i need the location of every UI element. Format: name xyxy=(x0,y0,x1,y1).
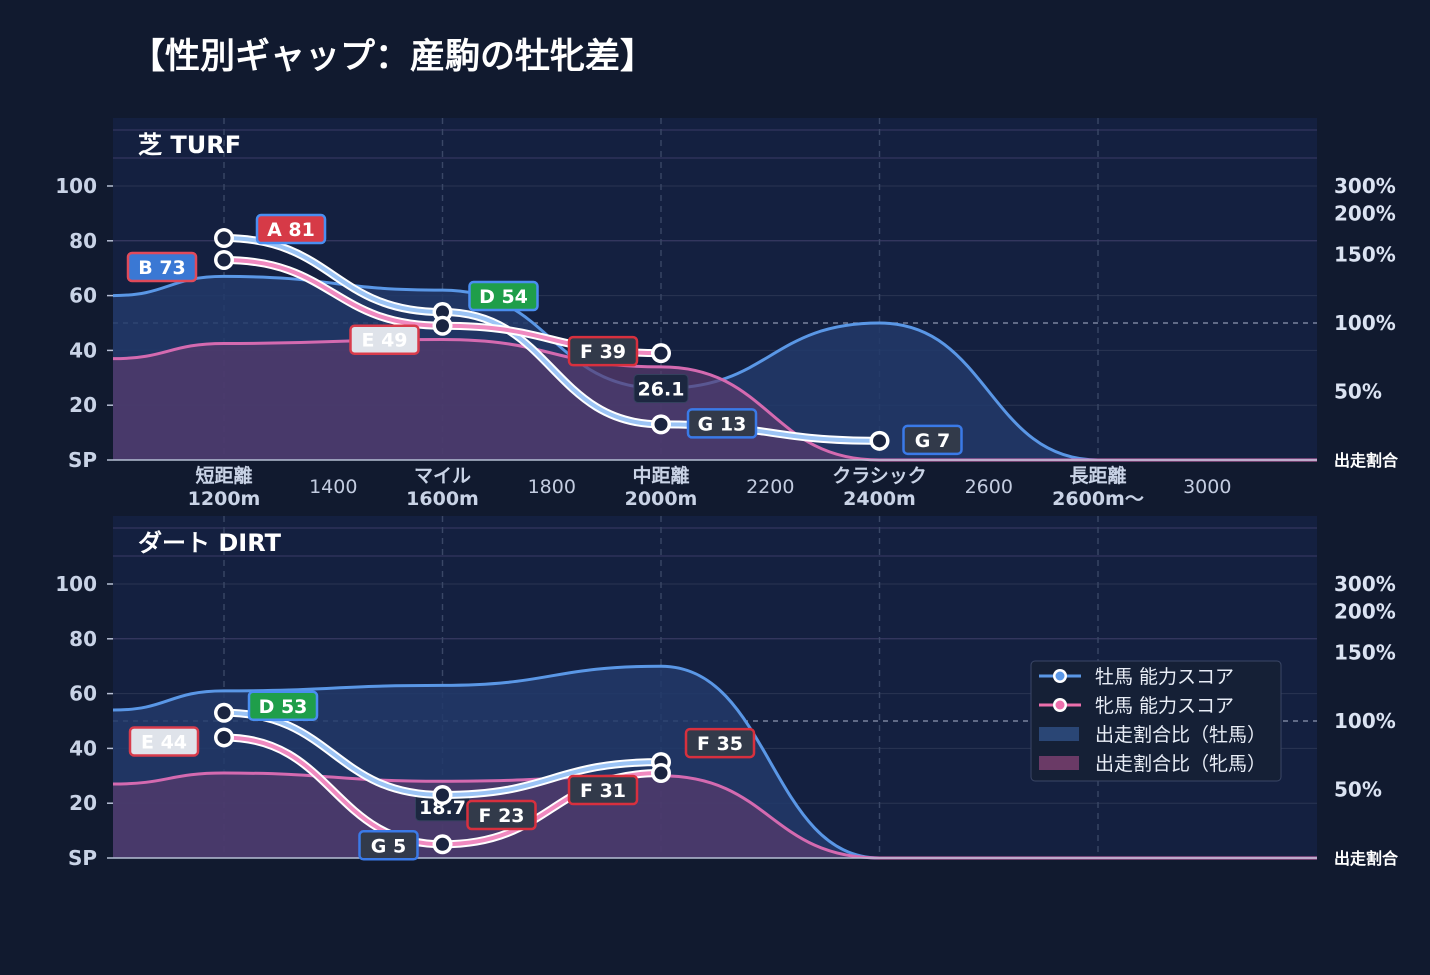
y2-tick-label: 出走割合 xyxy=(1334,849,1399,868)
y-tick-label: 80 xyxy=(69,229,97,253)
grade-badge xyxy=(349,324,420,355)
x-tick-label: 1800 xyxy=(528,476,576,498)
chart-title: 【性別ギャップ：産駒の牡牝差】 xyxy=(130,37,655,77)
value-annotation: 26.1 xyxy=(638,378,685,400)
value-annotation: 18.7 xyxy=(419,797,466,819)
grade-badge xyxy=(466,799,537,831)
x-tick-label: 1600m xyxy=(406,488,479,510)
grade-badge-label: F 35 xyxy=(697,733,743,755)
legend-area-swatch xyxy=(1039,756,1079,770)
data-point-inner xyxy=(436,305,449,319)
grade-badge xyxy=(128,726,200,757)
chart-panel-dirt: SP 20 40 60 80 100 出走割合 50% 100% 150% 200% 300% ダート … xyxy=(55,516,1399,870)
y2-tick-label: 300% xyxy=(1334,572,1396,596)
y-tick-label: 40 xyxy=(69,338,97,362)
ratio-area-female xyxy=(113,339,1317,460)
grade-badge xyxy=(686,408,758,439)
chart-panel-turf: SP 20 40 60 80 100 出走割合 50% 100% 150% 200% 300% 芝 TU… xyxy=(55,118,1399,510)
legend-marker-inner xyxy=(1055,700,1065,710)
legend-marker-inner xyxy=(1055,671,1065,681)
data-point-inner xyxy=(436,788,449,802)
legend-area-swatch xyxy=(1039,727,1079,741)
y-tick-label: 80 xyxy=(69,627,97,651)
panel-title: 芝 TURF xyxy=(138,131,241,159)
grade-badge xyxy=(358,830,419,861)
data-point-inner xyxy=(873,434,886,448)
grade-badge xyxy=(126,251,198,283)
y2-tick-label: 200% xyxy=(1334,599,1396,623)
y2-tick-label: 150% xyxy=(1334,243,1396,267)
x-tick-label: 3000 xyxy=(1183,476,1231,498)
y-tick-label: 20 xyxy=(69,393,97,417)
y-tick-label: 100 xyxy=(55,174,97,198)
x-tick-label: 2200 xyxy=(746,476,794,498)
data-point-inner xyxy=(217,730,231,744)
y2-tick-label: 150% xyxy=(1334,641,1396,665)
y-tick-label: SP xyxy=(68,846,97,870)
data-point-inner xyxy=(436,837,449,851)
grade-badge xyxy=(567,335,639,367)
y-tick-label: SP xyxy=(68,448,97,472)
y2-tick-label: 300% xyxy=(1334,174,1396,198)
y2-tick-label: 100% xyxy=(1334,311,1396,335)
data-point-inner xyxy=(654,766,668,780)
y2-tick-label: 100% xyxy=(1334,709,1396,733)
legend-label: 出走割合比（牡馬） xyxy=(1095,724,1266,746)
x-tick-label: 2600m〜 xyxy=(1052,488,1144,510)
grade-badge-label: G 13 xyxy=(698,413,747,435)
score-line-male xyxy=(222,236,882,443)
legend-label: 牡馬 能力スコア xyxy=(1095,666,1234,688)
x-tick-label: 長距離 xyxy=(1069,464,1126,487)
y-tick-label: 60 xyxy=(69,284,97,308)
x-tick-label: 短距離 xyxy=(195,464,252,487)
y-tick-label: 20 xyxy=(69,791,97,815)
data-point-inner xyxy=(654,417,668,431)
value-annotation-box xyxy=(633,373,689,403)
grade-badge-label: F 39 xyxy=(580,341,626,363)
grade-badge-label: E 44 xyxy=(141,731,187,753)
grade-badge-label: D 53 xyxy=(259,696,308,718)
x-tick-label: 1400 xyxy=(309,476,357,498)
grade-badge-label: F 23 xyxy=(478,805,524,827)
y-tick-label: 100 xyxy=(55,572,97,596)
grade-badge xyxy=(247,690,319,722)
y2-tick-label: 50% xyxy=(1334,778,1382,802)
grade-badge-label: D 54 xyxy=(479,286,528,308)
data-point-inner xyxy=(436,319,449,333)
y2-tick-label: 50% xyxy=(1334,380,1382,404)
x-tick-label: 2400m xyxy=(843,488,916,510)
panel-title: ダート DIRT xyxy=(138,529,282,557)
grade-badge xyxy=(567,774,639,806)
y-tick-label: 40 xyxy=(69,736,97,760)
data-point-inner xyxy=(217,231,231,245)
x-tick-label: 中距離 xyxy=(632,464,689,487)
grade-badge-label: G 5 xyxy=(371,835,406,857)
x-tick-label: 2000m xyxy=(625,488,698,510)
x-tick-label: 2600 xyxy=(965,476,1013,498)
y2-tick-label: 200% xyxy=(1334,201,1396,225)
grade-badge xyxy=(902,424,963,456)
x-tick-label: クラシック xyxy=(832,465,927,487)
x-tick-label: 1200m xyxy=(188,488,261,510)
legend-label: 牝馬 能力スコア xyxy=(1095,695,1234,717)
y2-tick-label: 出走割合 xyxy=(1334,451,1399,470)
data-point-inner xyxy=(217,253,231,267)
grade-badge-label: G 7 xyxy=(915,430,950,452)
data-point-inner xyxy=(217,706,231,720)
y-tick-label: 60 xyxy=(69,682,97,706)
grade-badge xyxy=(255,213,327,245)
data-point-inner xyxy=(654,346,668,360)
legend-box xyxy=(1030,660,1282,782)
grade-badge-label: A 81 xyxy=(267,219,315,241)
x-tick-label: マイル xyxy=(414,465,471,487)
grade-badge-label: F 31 xyxy=(580,780,626,802)
grade-badge-label: E 49 xyxy=(361,330,407,352)
legend-label: 出走割合比（牝馬） xyxy=(1095,753,1266,775)
grade-badge xyxy=(468,280,539,312)
grade-badge-label: B 73 xyxy=(138,257,186,279)
grade-badge xyxy=(684,727,756,759)
